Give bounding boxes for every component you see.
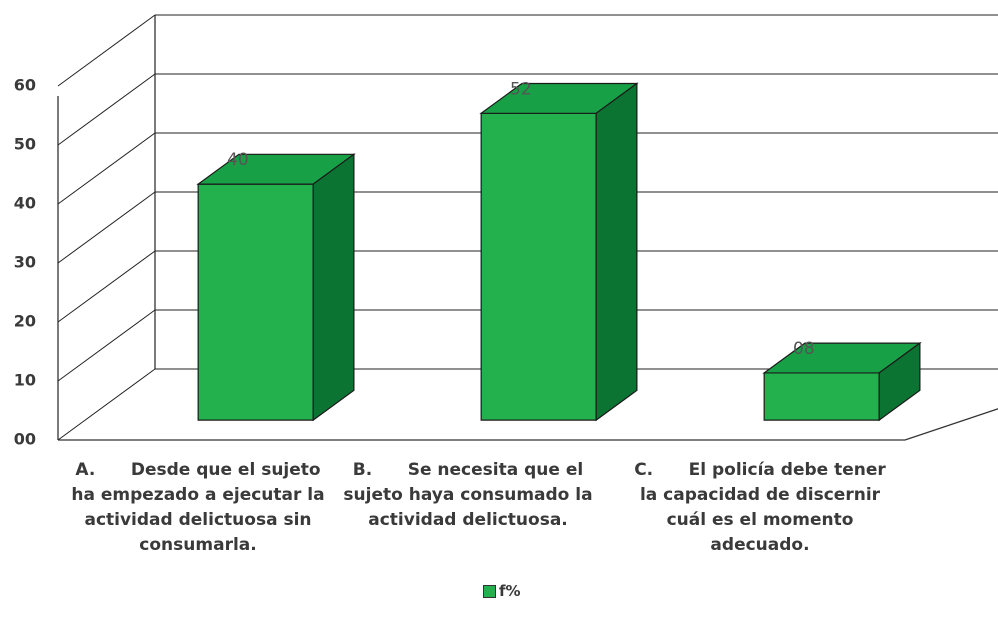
- grid-line: [57, 368, 156, 441]
- bar: [196, 153, 356, 422]
- x-tick-label: C. El policía debe tener la capacidad de…: [634, 460, 892, 555]
- y-tick-label: 40: [14, 194, 36, 213]
- y-tick-label: 20: [14, 312, 36, 331]
- y-tick-label: 50: [14, 135, 36, 154]
- bar-side: [312, 153, 355, 422]
- bar: [479, 82, 639, 422]
- floor: [58, 408, 998, 441]
- legend-swatch: [483, 584, 496, 598]
- data-label: 08: [793, 339, 815, 359]
- bar-front: [197, 183, 314, 421]
- legend: f%: [483, 582, 521, 600]
- grid-line: [57, 250, 156, 323]
- bar-front: [763, 372, 880, 421]
- grid-line: [57, 309, 156, 382]
- legend-label: f%: [499, 582, 521, 600]
- bar-side: [595, 82, 638, 422]
- y-tick-label: 10: [14, 371, 36, 390]
- bar-front: [480, 112, 597, 421]
- data-label: 40: [227, 150, 249, 170]
- x-tick-label: A. Desde que el sujeto ha empezado a eje…: [71, 460, 331, 555]
- grid-line: [57, 191, 156, 264]
- x-tick-label: B. Se necesita que el sujeto haya consum…: [343, 460, 599, 530]
- y-tick-label: 60: [14, 76, 36, 95]
- data-label: 52: [510, 79, 532, 99]
- bar-side: [878, 341, 921, 422]
- y-tick-label: 30: [14, 253, 36, 272]
- bar: [762, 341, 922, 422]
- grid-line: [57, 14, 156, 87]
- grid-line: [57, 73, 156, 146]
- y-tick-label: 00: [14, 430, 36, 449]
- grid-line: [57, 132, 156, 205]
